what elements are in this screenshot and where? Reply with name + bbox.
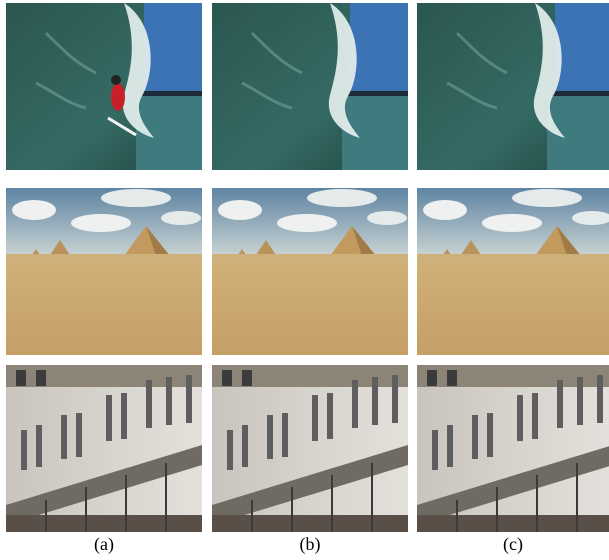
desert-image <box>417 188 609 355</box>
wave-image <box>417 3 609 170</box>
caption: (c) <box>503 534 523 555</box>
desert-image <box>6 188 202 355</box>
caption: (b) <box>300 534 321 555</box>
wave-image <box>6 3 202 170</box>
desert-image <box>212 188 408 355</box>
wave-image <box>212 3 408 170</box>
caption: (a) <box>94 534 114 555</box>
building-image <box>6 365 202 532</box>
building-image <box>212 365 408 532</box>
figure: (a) (b) (c) <box>0 0 609 560</box>
building-image <box>417 365 609 532</box>
page: (a) (b) (c) (() => { const data = JSON.p… <box>0 0 609 560</box>
